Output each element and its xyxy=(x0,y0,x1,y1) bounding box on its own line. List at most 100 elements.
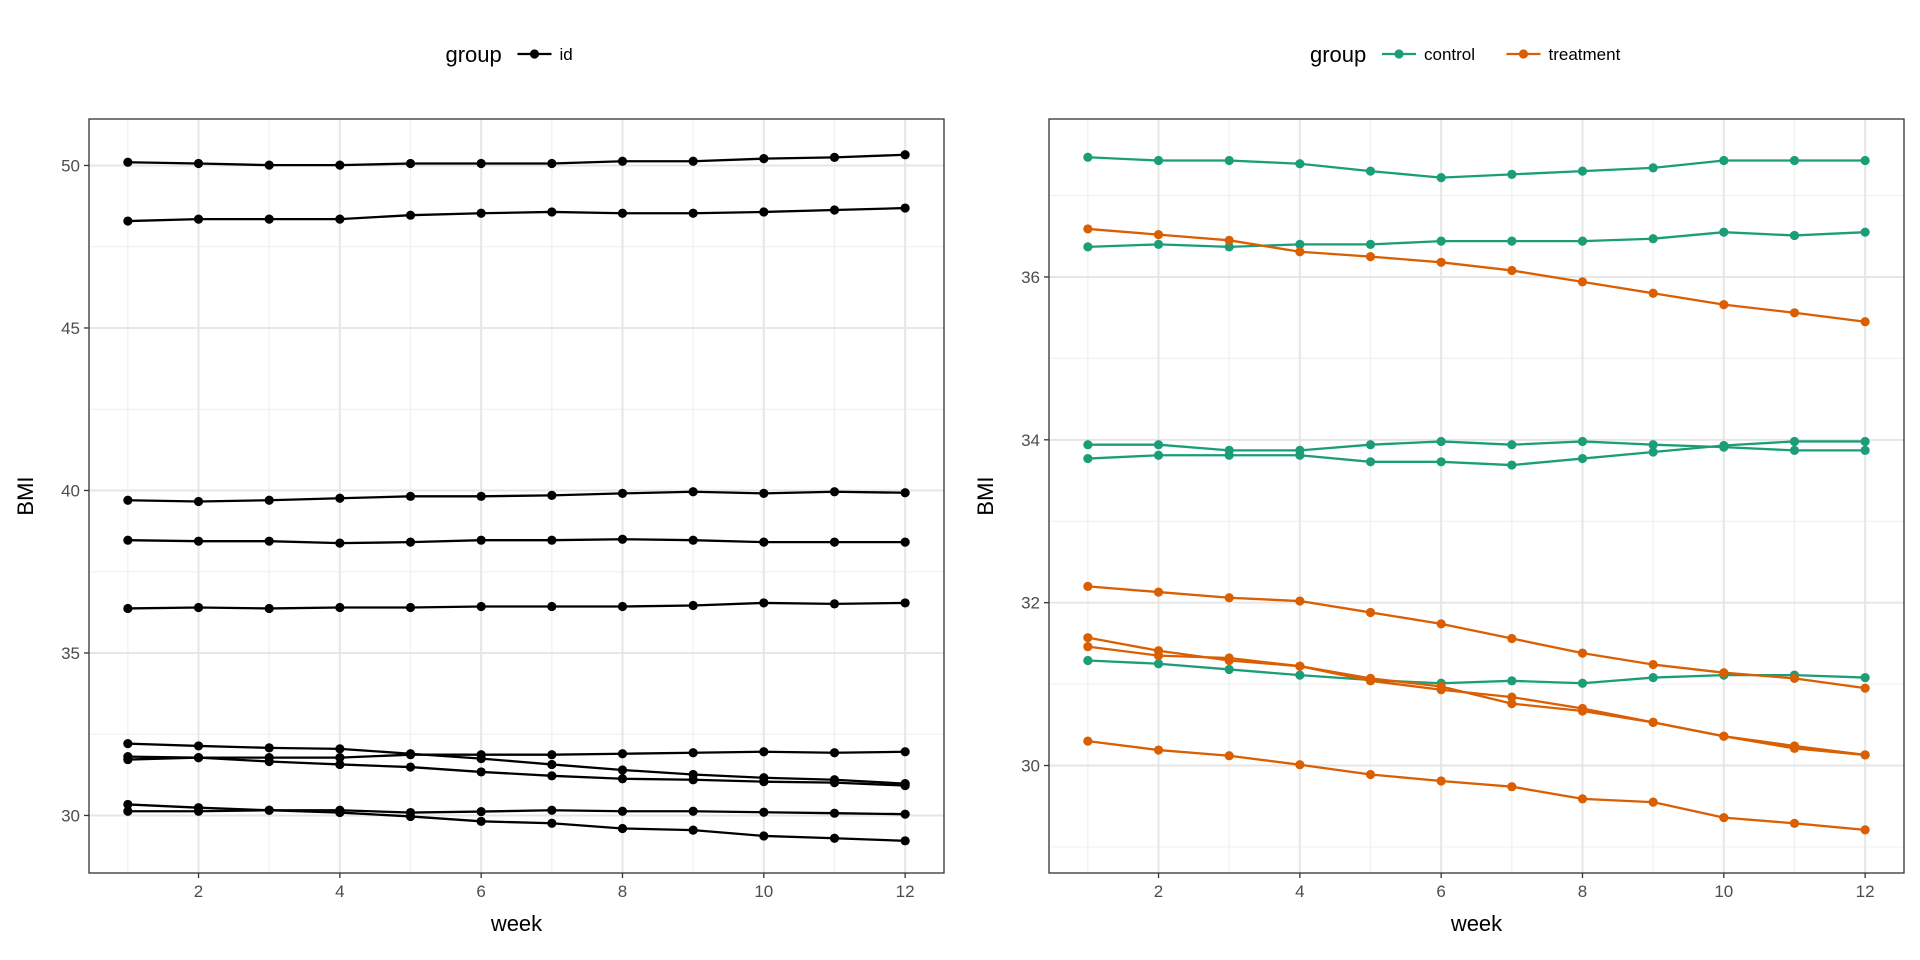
panel-border xyxy=(88,118,945,874)
data-point xyxy=(1789,673,1800,683)
x-tick-label: 4 xyxy=(335,882,344,901)
data-point xyxy=(405,210,416,220)
x-tick-label: 2 xyxy=(194,882,203,901)
data-point xyxy=(335,493,345,503)
series-line-treatment xyxy=(1083,581,1870,693)
data-point xyxy=(688,806,698,816)
legend-point xyxy=(1394,49,1404,59)
x-tick-label: 12 xyxy=(1856,882,1875,901)
data-point xyxy=(759,831,769,841)
data-point xyxy=(1365,252,1376,262)
data-point xyxy=(900,203,910,213)
series-path xyxy=(1087,585,1866,690)
data-point xyxy=(335,602,345,613)
data-point xyxy=(1648,447,1658,457)
data-point xyxy=(1577,436,1588,447)
data-point xyxy=(264,603,274,614)
data-point xyxy=(123,216,133,226)
data-point xyxy=(547,750,557,760)
x-tick-label: 8 xyxy=(1578,882,1587,901)
y-axis-title: BMI xyxy=(13,476,38,515)
data-point xyxy=(617,774,628,784)
data-point xyxy=(1719,813,1729,823)
data-point xyxy=(900,488,910,498)
series-path xyxy=(1087,156,1866,179)
data-point xyxy=(264,495,274,505)
data-point xyxy=(193,536,204,546)
data-point xyxy=(1295,239,1305,249)
data-point xyxy=(1436,436,1446,447)
series-line-id xyxy=(123,487,910,507)
data-point xyxy=(1153,239,1164,249)
data-point xyxy=(405,491,416,501)
series-line-treatment xyxy=(1083,736,1870,835)
data-point xyxy=(335,214,345,224)
data-point xyxy=(1577,453,1588,464)
data-point xyxy=(759,598,769,608)
data-point xyxy=(1577,678,1588,688)
data-point xyxy=(1507,440,1517,450)
data-point xyxy=(1224,242,1234,252)
data-point xyxy=(1507,699,1517,709)
data-point xyxy=(547,490,557,500)
legend-key-control: control xyxy=(1382,45,1475,64)
data-point xyxy=(264,743,274,753)
data-point xyxy=(1577,277,1588,287)
data-point xyxy=(1860,683,1870,693)
data-point xyxy=(1224,664,1234,675)
series-line-control xyxy=(1083,436,1870,470)
data-point xyxy=(1577,166,1588,176)
data-point xyxy=(1365,607,1376,618)
data-point xyxy=(1648,797,1658,807)
data-point xyxy=(1577,648,1588,658)
data-point xyxy=(547,805,557,815)
data-point xyxy=(1860,750,1870,760)
legend: group control treatment xyxy=(1310,42,1621,67)
data-point xyxy=(193,496,204,507)
series-path xyxy=(1087,231,1866,248)
y-tick-label: 30 xyxy=(1021,757,1040,776)
y-tick-label: 30 xyxy=(61,806,80,825)
data-point xyxy=(547,601,557,612)
data-point xyxy=(123,603,133,614)
data-point xyxy=(1295,661,1305,671)
data-point xyxy=(1083,655,1093,666)
data-point xyxy=(1648,672,1658,683)
data-point xyxy=(193,602,204,613)
data-point xyxy=(759,777,769,787)
data-point xyxy=(1507,265,1517,276)
data-point xyxy=(335,160,345,170)
data-point xyxy=(1153,450,1164,460)
data-point xyxy=(1295,159,1305,169)
data-point xyxy=(1789,308,1800,318)
x-tick-label: 12 xyxy=(896,882,915,901)
series-line-control xyxy=(1083,152,1870,183)
data-point xyxy=(476,491,486,501)
data-point xyxy=(405,602,416,613)
data-point xyxy=(1295,596,1305,606)
data-point xyxy=(1365,239,1376,249)
data-point xyxy=(688,775,698,785)
y-tick-label: 34 xyxy=(1021,431,1040,450)
data-point xyxy=(1224,593,1234,603)
series-path xyxy=(1087,440,1866,467)
data-point xyxy=(829,152,840,162)
series-path xyxy=(127,206,906,223)
data-point xyxy=(193,753,204,763)
data-point xyxy=(688,748,698,758)
y-axis-title: BMI xyxy=(973,476,998,515)
data-point xyxy=(476,158,486,169)
data-point xyxy=(1507,782,1517,792)
x-tick-label: 10 xyxy=(754,882,773,901)
data-point xyxy=(1083,224,1093,234)
data-point xyxy=(476,535,486,545)
data-point xyxy=(547,535,557,545)
data-point xyxy=(617,823,628,834)
data-point xyxy=(1719,300,1729,310)
data-point xyxy=(335,759,345,770)
panel-1: 30 35 40 45 50 2 4 6 8 10 12 week BMI group id xyxy=(13,42,945,936)
data-point xyxy=(1789,436,1800,447)
legend-label: treatment xyxy=(1549,45,1621,64)
x-tick-label: 6 xyxy=(1436,882,1445,901)
legend-point xyxy=(529,49,540,59)
